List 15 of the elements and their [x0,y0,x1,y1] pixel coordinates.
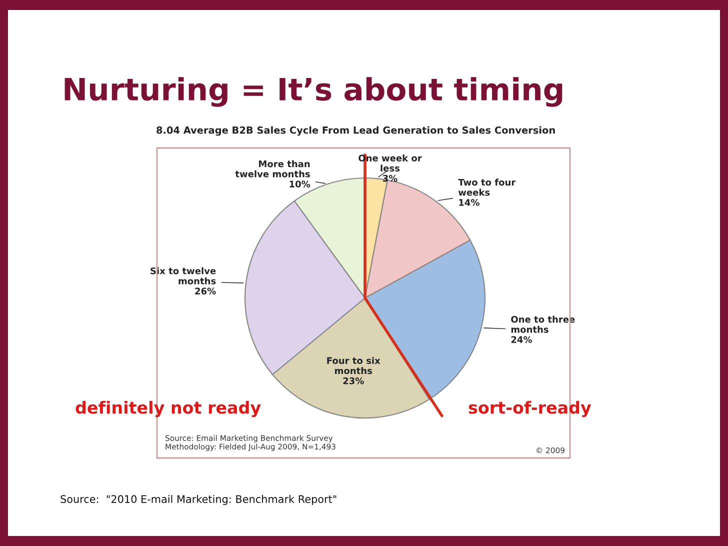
data-label: 10% [290,180,310,188]
source-note: Source: "2010 E-mail Marketing: Benchmark Report" [60,494,336,506]
data-label: 3% [382,174,398,182]
data-label: 14% [459,199,480,206]
slice-label: More than twelve months [235,160,310,178]
chart-subtitle: 8.04 Average B2B Sales Cycle From Lead Generation to Sales Conversion [156,126,555,136]
chart-title: Nurturing = It’s about timing [64,77,562,107]
text: definitely not ready [76,400,261,418]
text: sort-of-ready [468,400,592,418]
data-label: 24% [511,336,532,343]
slice-label: Two to four weeks [458,178,516,196]
data-label: 23% [343,377,364,384]
slice-label: Four to six months [327,357,380,374]
slice-label: One to three months [511,316,575,333]
data-label: 26% [195,288,216,294]
